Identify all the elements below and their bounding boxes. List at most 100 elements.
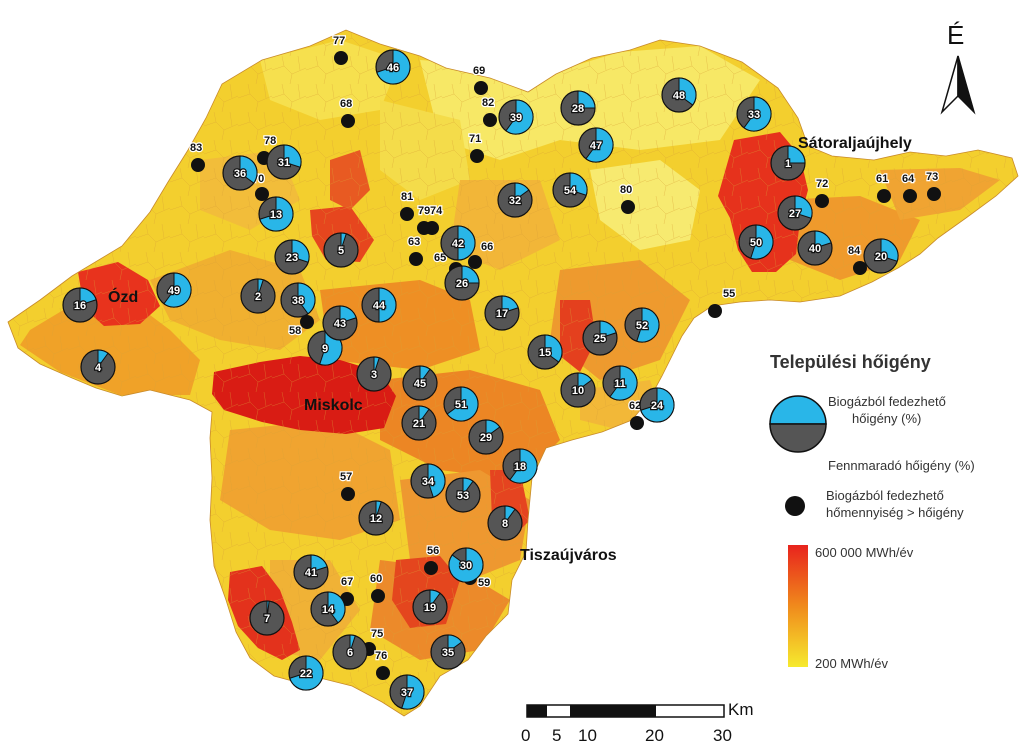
pie-site-label-1: 1 xyxy=(785,158,791,170)
pie-covered-slice-2 xyxy=(257,278,264,297)
pie-site-15: 15 xyxy=(527,334,563,370)
dot-site-80: 80 xyxy=(619,183,635,214)
pie-covered-slice-39 xyxy=(505,99,534,135)
dot-marker-79 xyxy=(417,221,431,235)
pie-covered-slice-8 xyxy=(504,505,516,525)
pie-site-layer: 1234567891011121314151617181920212223242… xyxy=(62,49,899,710)
dot-site-label-71: 71 xyxy=(469,133,481,145)
pie-site-41: 41 xyxy=(293,554,329,590)
pie-covered-slice-53 xyxy=(462,477,474,497)
pie-covered-slice-43 xyxy=(339,305,357,324)
dot-site-55: 55 xyxy=(708,287,736,318)
pie-site-21: 21 xyxy=(401,405,437,441)
pie-covered-slice-50 xyxy=(750,224,774,260)
dot-marker-72 xyxy=(815,194,829,208)
pie-site-8: 8 xyxy=(487,505,523,541)
pie-site-label-33: 33 xyxy=(748,109,760,121)
pie-covered-slice-54 xyxy=(569,172,588,196)
pie-site-label-26: 26 xyxy=(456,278,468,290)
pie-site-label-30: 30 xyxy=(460,560,472,572)
dot-marker-61 xyxy=(877,189,891,203)
dot-site-label-59: 59 xyxy=(478,577,490,589)
pie-site-label-8: 8 xyxy=(502,518,508,530)
dot-site-label-83: 83 xyxy=(190,142,202,154)
pie-site-42: 42 xyxy=(440,225,476,261)
pie-covered-slice-10 xyxy=(577,372,593,391)
pie-site-17: 17 xyxy=(484,295,520,331)
pie-site-label-5: 5 xyxy=(338,245,344,257)
pie-covered-slice-51 xyxy=(446,386,479,422)
pie-covered-slice-44 xyxy=(378,287,397,323)
dot-marker-76 xyxy=(376,666,390,680)
pie-site-label-23: 23 xyxy=(286,252,298,264)
pie-covered-slice-48 xyxy=(678,77,697,106)
dot-marker-82 xyxy=(483,113,497,127)
pie-site-label-14: 14 xyxy=(322,604,335,616)
pie-site-25: 25 xyxy=(582,320,618,356)
pie-covered-slice-41 xyxy=(310,554,328,573)
dot-site-label-72: 72 xyxy=(816,178,828,190)
pie-covered-slice-16 xyxy=(79,287,97,306)
dot-site-label-69: 69 xyxy=(473,65,485,77)
scale-tick-20: 20 xyxy=(645,726,664,745)
dot-site-62: 62 xyxy=(628,399,644,430)
dot-site-label-56: 56 xyxy=(427,545,439,557)
pie-site-51: 51 xyxy=(443,386,479,422)
pie-covered-slice-27 xyxy=(794,195,813,219)
dot-site-79: 79 xyxy=(417,204,431,235)
dot-site-83: 83 xyxy=(189,141,205,172)
scale-tick-30: 30 xyxy=(713,726,732,745)
pie-site-label-40: 40 xyxy=(809,243,821,255)
pie-covered-slice-6 xyxy=(349,634,356,653)
legend-ramp-min: 200 MWh/év xyxy=(815,656,888,671)
scale-tick-5: 5 xyxy=(552,726,561,745)
pie-site-label-29: 29 xyxy=(480,432,492,444)
dot-site-81: 81 xyxy=(400,190,414,221)
pie-site-49: 49 xyxy=(156,272,192,308)
dot-site-66: 66 xyxy=(468,240,494,269)
pie-site-44: 44 xyxy=(361,287,397,323)
dot-site-label-63: 63 xyxy=(408,236,420,248)
dot-marker-77 xyxy=(334,51,348,65)
pie-site-20: 20 xyxy=(863,238,899,274)
pie-site-label-3: 3 xyxy=(371,369,377,381)
pie-covered-slice-4 xyxy=(97,349,109,369)
dot-marker-58 xyxy=(300,315,314,329)
pie-site-label-17: 17 xyxy=(496,308,508,320)
dot-site-67: 67 xyxy=(340,575,354,606)
dot-site-82: 82 xyxy=(481,96,497,127)
pie-site-26: 26 xyxy=(444,265,480,301)
pie-site-37: 37 xyxy=(389,674,425,710)
pie-site-2: 2 xyxy=(240,278,276,314)
pie-site-label-6: 6 xyxy=(347,647,353,659)
north-arrow-icon xyxy=(940,55,959,115)
pie-site-label-21: 21 xyxy=(413,418,425,430)
pie-covered-slice-31 xyxy=(283,144,302,168)
pie-site-11: 11 xyxy=(602,365,638,401)
pie-site-label-31: 31 xyxy=(278,157,290,169)
dot-marker-81 xyxy=(400,207,414,221)
pie-site-34: 34 xyxy=(410,463,446,499)
pie-covered-slice-47 xyxy=(585,127,614,163)
pie-site-label-53: 53 xyxy=(457,490,469,502)
pie-site-3: 3 xyxy=(356,356,392,392)
pie-site-13: 13 xyxy=(258,196,294,232)
pie-covered-slice-36 xyxy=(239,155,258,184)
pie-site-label-20: 20 xyxy=(875,251,887,263)
dot-site-label-84: 84 xyxy=(848,245,861,257)
pie-covered-slice-12 xyxy=(375,500,382,519)
dot-site-69: 69 xyxy=(472,64,488,95)
pie-covered-slice-35 xyxy=(447,634,463,653)
dot-site-label-67: 67 xyxy=(341,576,353,588)
dot-marker-60 xyxy=(371,589,385,603)
pie-covered-slice-24 xyxy=(640,387,675,423)
dot-marker-63 xyxy=(409,252,423,266)
dot-site-57: 57 xyxy=(339,470,355,501)
pie-site-40: 40 xyxy=(797,230,833,266)
dot-site-73: 73 xyxy=(925,170,941,201)
dot-marker-70 xyxy=(255,187,269,201)
scale-tick-10: 10 xyxy=(578,726,597,745)
pie-site-label-42: 42 xyxy=(452,238,464,250)
legend-pie-top-label: Biogázból fedezhető hőigény (%) xyxy=(828,394,946,426)
